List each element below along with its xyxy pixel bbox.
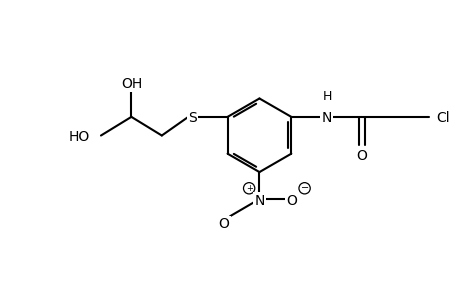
Text: HO: HO xyxy=(69,130,90,144)
Text: Cl: Cl xyxy=(435,111,449,125)
Text: O: O xyxy=(218,217,229,231)
Text: +: + xyxy=(245,184,252,193)
Text: −: − xyxy=(300,183,308,193)
Text: H: H xyxy=(322,90,331,103)
Text: S: S xyxy=(187,111,196,125)
Text: O: O xyxy=(285,194,296,208)
Text: O: O xyxy=(356,149,367,163)
Text: N: N xyxy=(254,194,264,208)
Text: OH: OH xyxy=(121,77,142,91)
Text: N: N xyxy=(321,111,331,125)
